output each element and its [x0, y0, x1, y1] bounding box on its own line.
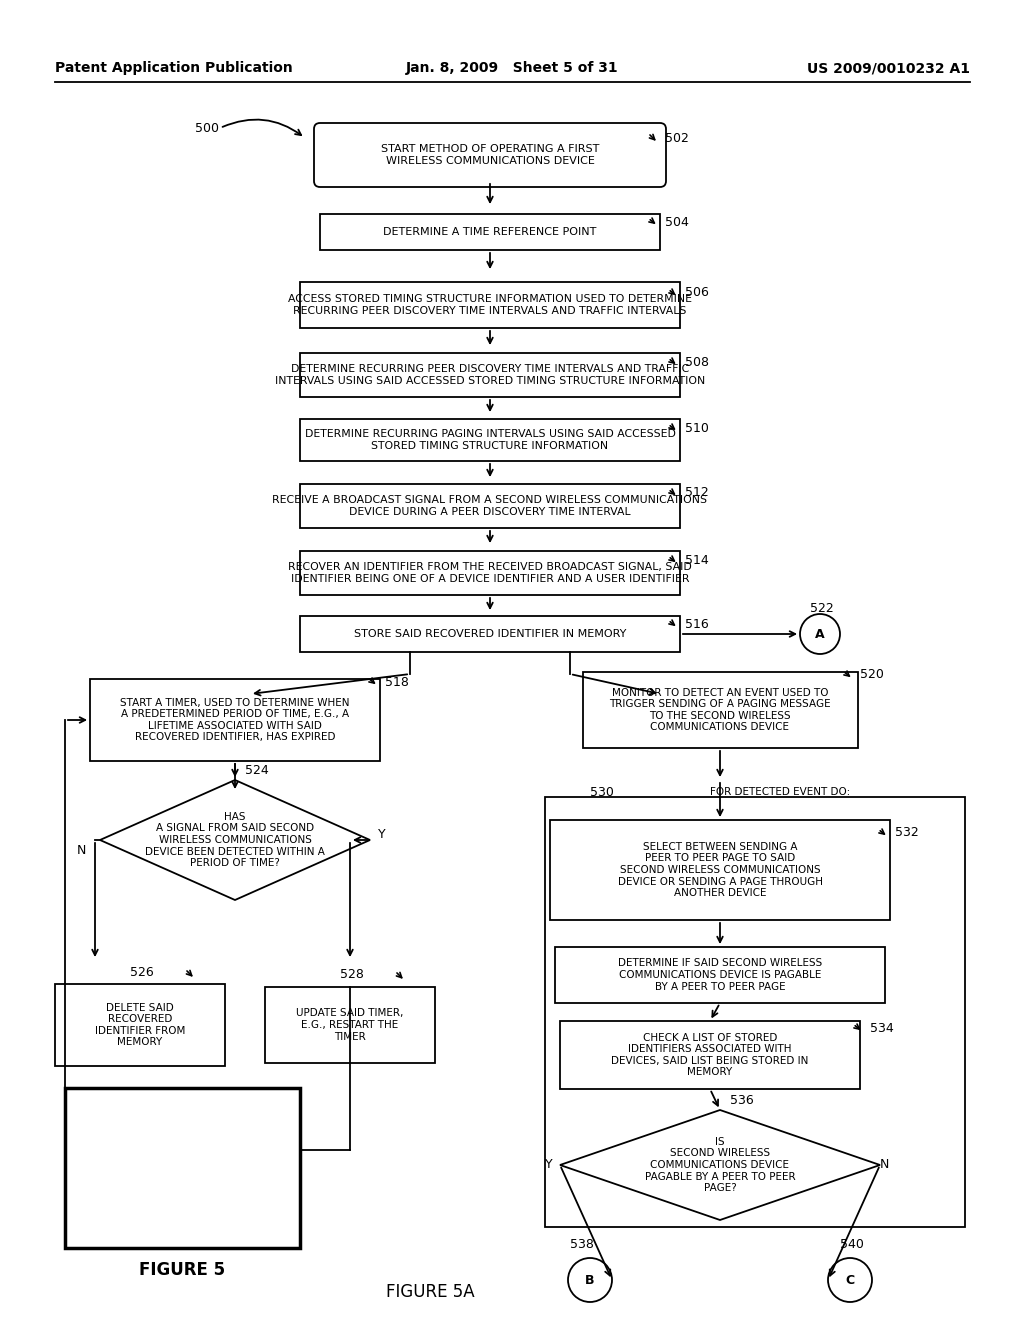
Text: 510: 510 [685, 421, 709, 434]
Bar [55, 983, 225, 1067]
Bar [65, 1088, 300, 1247]
Bar [300, 352, 680, 397]
Text: DETERMINE RECURRING PAGING INTERVALS USING SAID ACCESSED
STORED TIMING STRUCTURE: DETERMINE RECURRING PAGING INTERVALS USI… [304, 429, 676, 451]
Circle shape [800, 614, 840, 653]
Text: Patent Application Publication: Patent Application Publication [55, 61, 293, 75]
Text: HAS
A SIGNAL FROM SAID SECOND
WIRELESS COMMUNICATIONS
DEVICE BEEN DETECTED WITHI: HAS A SIGNAL FROM SAID SECOND WIRELESS C… [145, 812, 325, 869]
Text: MONITOR TO DETECT AN EVENT USED TO
TRIGGER SENDING OF A PAGING MESSAGE
TO THE SE: MONITOR TO DETECT AN EVENT USED TO TRIGG… [609, 688, 830, 733]
Bar [555, 946, 885, 1003]
Text: START A TIMER, USED TO DETERMINE WHEN
A PREDETERMINED PERIOD OF TIME, E.G., A
LI: START A TIMER, USED TO DETERMINE WHEN A … [120, 697, 350, 742]
Text: DETERMINE A TIME REFERENCE POINT: DETERMINE A TIME REFERENCE POINT [383, 227, 597, 238]
Polygon shape [100, 780, 370, 900]
Text: 518: 518 [385, 676, 409, 689]
Text: 514: 514 [685, 553, 709, 566]
Text: C: C [846, 1274, 855, 1287]
Text: FIGURE 5B: FIGURE 5B [137, 1140, 227, 1155]
Text: ACCESS STORED TIMING STRUCTURE INFORMATION USED TO DETERMINE
RECURRING PEER DISC: ACCESS STORED TIMING STRUCTURE INFORMATI… [288, 294, 692, 315]
Text: SELECT BETWEEN SENDING A
PEER TO PEER PAGE TO SAID
SECOND WIRELESS COMMUNICATION: SELECT BETWEEN SENDING A PEER TO PEER PA… [617, 842, 822, 898]
Text: B: B [586, 1274, 595, 1287]
Bar [545, 797, 965, 1228]
Bar [319, 214, 660, 249]
Text: 524: 524 [245, 763, 268, 776]
Polygon shape [560, 1110, 880, 1220]
Text: STORE SAID RECOVERED IDENTIFIER IN MEMORY: STORE SAID RECOVERED IDENTIFIER IN MEMOR… [354, 630, 627, 639]
Bar [90, 678, 380, 762]
Text: FIGURE 5A: FIGURE 5A [386, 1283, 474, 1302]
Text: FIGURE 5D: FIGURE 5D [137, 1221, 228, 1236]
Text: START METHOD OF OPERATING A FIRST
WIRELESS COMMUNICATIONS DEVICE: START METHOD OF OPERATING A FIRST WIRELE… [381, 144, 599, 166]
Text: 532: 532 [895, 826, 919, 840]
Text: FIGURE 5A: FIGURE 5A [137, 1101, 227, 1115]
Text: 504: 504 [665, 215, 689, 228]
Text: CHECK A LIST OF STORED
IDENTIFIERS ASSOCIATED WITH
DEVICES, SAID LIST BEING STOR: CHECK A LIST OF STORED IDENTIFIERS ASSOC… [611, 1032, 809, 1077]
Bar [300, 484, 680, 528]
Text: 502: 502 [665, 132, 689, 144]
Bar [300, 550, 680, 595]
Bar [300, 418, 680, 461]
Text: 520: 520 [860, 668, 884, 681]
Text: 526: 526 [130, 966, 154, 979]
Text: IS
SECOND WIRELESS
COMMUNICATIONS DEVICE
PAGABLE BY A PEER TO PEER
PAGE?: IS SECOND WIRELESS COMMUNICATIONS DEVICE… [645, 1137, 796, 1193]
Text: FIGURE 5C: FIGURE 5C [137, 1180, 227, 1196]
Text: 528: 528 [340, 969, 364, 982]
Text: Jan. 8, 2009   Sheet 5 of 31: Jan. 8, 2009 Sheet 5 of 31 [406, 61, 618, 75]
Text: 508: 508 [685, 355, 709, 368]
Bar [265, 987, 435, 1063]
Text: 540: 540 [840, 1238, 864, 1251]
Text: N: N [77, 843, 86, 857]
Text: 534: 534 [870, 1022, 894, 1035]
Text: RECEIVE A BROADCAST SIGNAL FROM A SECOND WIRELESS COMMUNICATIONS
DEVICE DURING A: RECEIVE A BROADCAST SIGNAL FROM A SECOND… [272, 495, 708, 517]
Text: 500: 500 [195, 121, 219, 135]
Text: 516: 516 [685, 618, 709, 631]
Text: US 2009/0010232 A1: US 2009/0010232 A1 [807, 61, 970, 75]
Text: A: A [815, 627, 824, 640]
Bar [300, 616, 680, 652]
Text: DETERMINE IF SAID SECOND WIRELESS
COMMUNICATIONS DEVICE IS PAGABLE
BY A PEER TO : DETERMINE IF SAID SECOND WIRELESS COMMUN… [617, 958, 822, 991]
Bar [550, 820, 890, 920]
Text: FIGURE 5: FIGURE 5 [139, 1261, 225, 1279]
Text: 536: 536 [730, 1093, 754, 1106]
Text: 538: 538 [570, 1238, 594, 1251]
Text: DELETE SAID
RECOVERED
IDENTIFIER FROM
MEMORY: DELETE SAID RECOVERED IDENTIFIER FROM ME… [95, 1003, 185, 1047]
Bar [300, 282, 680, 327]
Text: 530: 530 [590, 785, 613, 799]
Text: RECOVER AN IDENTIFIER FROM THE RECEIVED BROADCAST SIGNAL, SAID
IDENTIFIER BEING : RECOVER AN IDENTIFIER FROM THE RECEIVED … [288, 562, 692, 583]
Circle shape [828, 1258, 872, 1302]
Text: DETERMINE RECURRING PEER DISCOVERY TIME INTERVALS AND TRAFFIC
INTERVALS USING SA: DETERMINE RECURRING PEER DISCOVERY TIME … [274, 364, 706, 385]
Bar [560, 1020, 860, 1089]
Text: Y: Y [545, 1159, 553, 1172]
Text: N: N [880, 1159, 890, 1172]
Text: 512: 512 [685, 487, 709, 499]
FancyBboxPatch shape [314, 123, 666, 187]
Bar [583, 672, 857, 748]
Text: UPDATE SAID TIMER,
E.G., RESTART THE
TIMER: UPDATE SAID TIMER, E.G., RESTART THE TIM… [296, 1008, 403, 1041]
Text: 522: 522 [810, 602, 834, 615]
Text: FOR DETECTED EVENT DO:: FOR DETECTED EVENT DO: [710, 787, 850, 797]
Text: 506: 506 [685, 286, 709, 300]
Text: Y: Y [378, 829, 386, 842]
Circle shape [568, 1258, 612, 1302]
